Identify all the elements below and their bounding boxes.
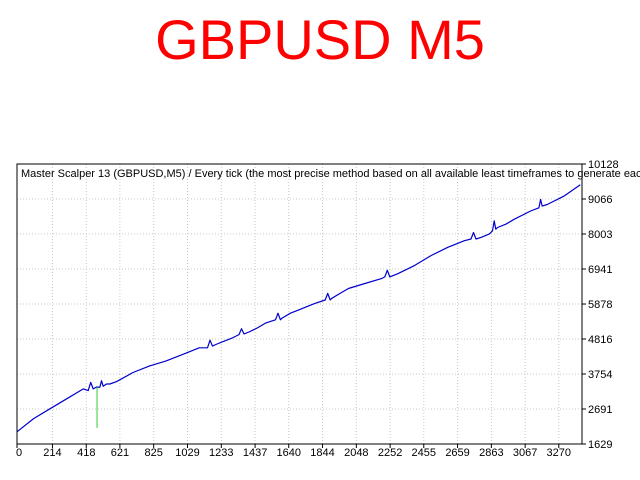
x-tick-label: 1640 (276, 447, 300, 459)
x-tick-label: 214 (43, 447, 61, 459)
x-tick-label: 1233 (209, 447, 233, 459)
x-tick-label: 418 (77, 447, 95, 459)
y-axis-ticks: 10128 9066 8003 6941 5878 4816 3754 2691 1629 (582, 159, 619, 451)
x-tick-label: 2048 (344, 447, 368, 459)
y-tick-label: 8003 (588, 229, 612, 241)
x-tick-label: 2659 (445, 447, 469, 459)
y-tick-label: 5878 (588, 299, 612, 311)
balance-line (16, 184, 581, 433)
x-tick-label: 3270 (547, 447, 571, 459)
x-tick-label: 3067 (513, 447, 537, 459)
x-tick-label: 1844 (310, 447, 334, 459)
x-tick-label: 0 (16, 447, 22, 459)
page-title: GBPUSD M5 (155, 8, 485, 71)
y-tick-label: 3754 (588, 369, 612, 381)
y-tick-label: 10128 (588, 159, 619, 171)
x-tick-label: 825 (145, 447, 163, 459)
y-tick-label: 1629 (588, 439, 612, 451)
chart-title: Master Scalper 13 (GBPUSD,M5) / Every ti… (21, 168, 640, 180)
y-tick-label: 9066 (588, 194, 612, 206)
x-tick-label: 621 (111, 447, 129, 459)
chart-series (16, 184, 581, 433)
x-tick-label: 2455 (412, 447, 436, 459)
y-tick-label: 4816 (588, 334, 612, 346)
y-tick-label: 6941 (588, 264, 612, 276)
x-tick-label: 2252 (378, 447, 402, 459)
x-tick-label: 1029 (175, 447, 199, 459)
chart-gridlines (17, 164, 582, 444)
x-tick-label: 1437 (243, 447, 267, 459)
x-tick-label: 2863 (479, 447, 503, 459)
x-axis-ticks: 0 214 418 621 825 1029 1233 1437 1640 1844 2048 225… (16, 444, 571, 459)
y-tick-label: 2691 (588, 404, 612, 416)
